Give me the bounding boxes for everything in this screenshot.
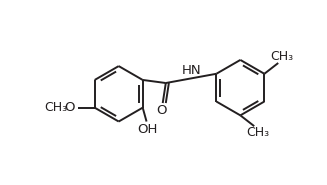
Text: O: O: [64, 101, 75, 114]
Text: O: O: [157, 104, 167, 117]
Text: CH₃: CH₃: [247, 126, 270, 139]
Text: HN: HN: [181, 64, 201, 77]
Text: CH₃: CH₃: [44, 101, 68, 114]
Text: CH₃: CH₃: [270, 50, 294, 63]
Text: OH: OH: [137, 123, 158, 136]
